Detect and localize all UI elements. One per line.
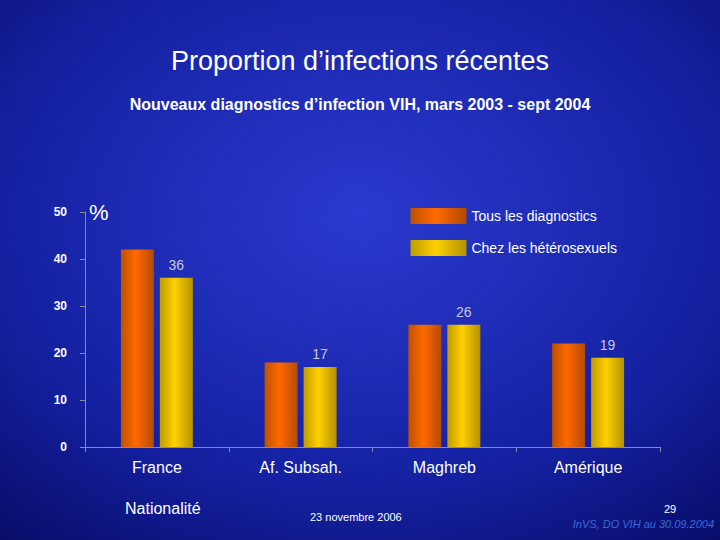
svg-text:Tous les diagnostics: Tous les diagnostics xyxy=(471,208,596,224)
svg-text:Amérique: Amérique xyxy=(554,459,623,476)
svg-text:Chez les hétérosexuels: Chez les hétérosexuels xyxy=(471,240,617,256)
svg-text:InVS, DO VIH au 30.09.2004: InVS, DO VIH au 30.09.2004 xyxy=(573,518,714,530)
svg-text:26: 26 xyxy=(456,304,472,320)
svg-text:France: France xyxy=(132,459,182,476)
svg-text:Af. Subsah.: Af. Subsah. xyxy=(259,459,342,476)
svg-text:23 novembre 2006: 23 novembre 2006 xyxy=(310,511,402,523)
svg-text:Maghreb: Maghreb xyxy=(413,459,476,476)
svg-text:20: 20 xyxy=(54,346,68,360)
svg-text:Nationalité: Nationalité xyxy=(125,500,201,517)
svg-text:Nouveaux diagnostics d’infecti: Nouveaux diagnostics d’infection VIH, ma… xyxy=(130,96,591,113)
svg-text:29: 29 xyxy=(664,503,676,515)
svg-text:17: 17 xyxy=(312,346,328,362)
svg-text:30: 30 xyxy=(54,299,68,313)
svg-text:19: 19 xyxy=(600,337,616,353)
svg-text:10: 10 xyxy=(54,393,68,407)
svg-text:50: 50 xyxy=(54,205,68,219)
svg-text:0: 0 xyxy=(60,440,67,454)
svg-text:40: 40 xyxy=(54,252,68,266)
svg-text:36: 36 xyxy=(169,257,185,273)
svg-text:%: % xyxy=(89,200,109,225)
svg-text:Proportion d’infections récent: Proportion d’infections récentes xyxy=(171,46,549,76)
